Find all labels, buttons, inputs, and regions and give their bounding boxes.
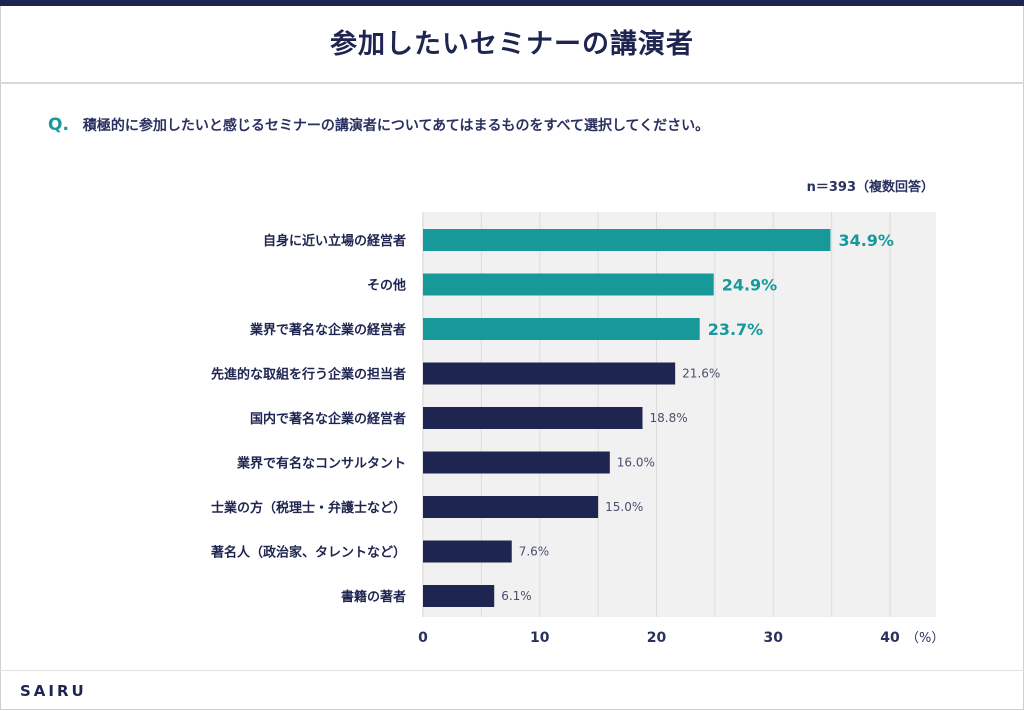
bar xyxy=(423,496,599,518)
survey-question: Q. 積極的に参加したいと感じるセミナーの講演者についてあてはまるものをすべて選択… xyxy=(48,115,709,135)
bar xyxy=(423,229,831,251)
category-label: 業界で著名な企業の経営者 xyxy=(249,322,406,338)
category-label: 先進的な取組を行う企業の担当者 xyxy=(211,367,406,383)
value-label: 24.9% xyxy=(722,276,778,295)
category-labels: 自身に近い立場の経営者その他業界で著名な企業の経営者先進的な取組を行う企業の担当… xyxy=(210,233,406,605)
x-tick-label: 30 xyxy=(764,630,784,646)
value-label: 23.7% xyxy=(708,320,764,339)
bar xyxy=(423,318,700,340)
category-label: 士業の方（税理士・弁護士など） xyxy=(211,500,406,516)
bar xyxy=(423,362,676,385)
bar xyxy=(423,451,610,474)
value-label: 18.8% xyxy=(649,411,687,425)
value-label: 34.9% xyxy=(838,231,894,250)
bar xyxy=(423,585,495,607)
category-label: 自身に近い立場の経営者 xyxy=(263,233,406,249)
top-accent-bar xyxy=(0,0,1024,6)
category-label: 国内で著名な企業の経営者 xyxy=(250,411,406,427)
title-divider xyxy=(0,82,1024,84)
x-axis-unit-label: （%） xyxy=(906,631,944,646)
x-tick-label: 10 xyxy=(530,630,550,646)
value-label: 21.6% xyxy=(682,367,720,381)
question-prefix: Q. xyxy=(48,115,69,135)
page-title: 参加したいセミナーの講演者 xyxy=(330,29,694,60)
sample-size-note: n＝393（複数回答） xyxy=(806,180,934,195)
category-label: 書籍の著者 xyxy=(341,589,406,605)
value-label: 15.0% xyxy=(605,500,643,514)
bars xyxy=(423,229,831,607)
value-label: 16.0% xyxy=(617,456,655,470)
x-axis-ticks: 0 10 20 30 40 （%） xyxy=(418,630,944,646)
bar xyxy=(423,407,643,429)
bar xyxy=(423,540,512,563)
value-label: 6.1% xyxy=(501,589,532,603)
category-label: その他 xyxy=(367,278,406,294)
x-tick-label: 40 xyxy=(880,630,900,646)
x-tick-label: 0 xyxy=(418,630,428,646)
bar xyxy=(423,273,714,296)
value-labels: 34.9% 24.9% 23.7% 21.6% 18.8% 16.0% 15.0% 7.6% 6… xyxy=(501,231,894,603)
value-label: 7.6% xyxy=(519,545,550,559)
footer-divider xyxy=(0,670,1024,671)
x-tick-label: 20 xyxy=(647,630,667,646)
brand-logo: SAIRU xyxy=(20,682,87,700)
question-text: 積極的に参加したいと感じるセミナーの講演者についてあてはまるものをすべて選択して… xyxy=(82,118,710,134)
category-label: 著名人（政治家、タレントなど） xyxy=(210,545,406,561)
category-label: 業界で有名なコンサルタント xyxy=(236,456,406,472)
